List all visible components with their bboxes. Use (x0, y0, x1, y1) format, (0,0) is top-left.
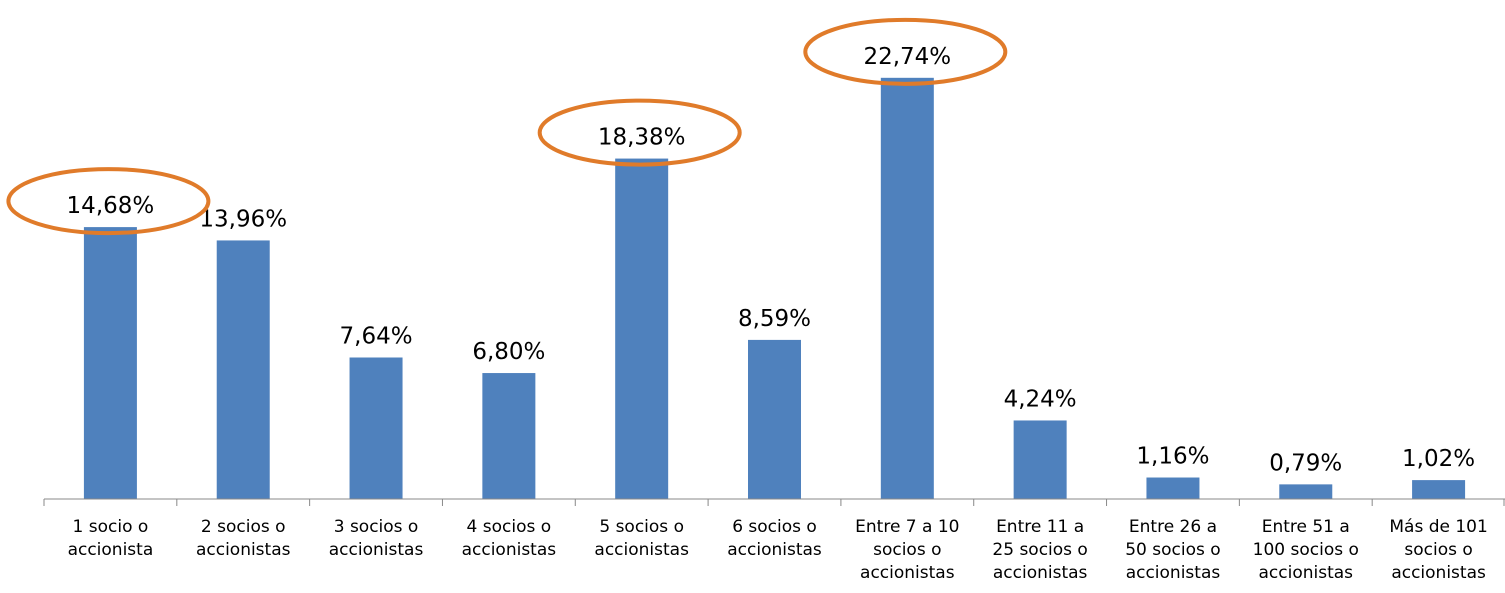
data-label: 6,80% (472, 339, 545, 365)
bar (1279, 484, 1333, 499)
highlight-ellipse (803, 17, 1008, 86)
category-tick-label: 50 socios o (1125, 540, 1220, 560)
bar (1412, 480, 1466, 499)
bar (615, 158, 669, 499)
x-axis (43, 498, 1505, 506)
highlight-ellipses-group (6, 17, 1008, 236)
category-labels-group: 1 socio o accionista 2 socios o accionistas… (68, 517, 1488, 583)
category-tick-label: accionistas (196, 540, 291, 560)
bar (216, 240, 270, 499)
data-label: 14,68% (67, 193, 155, 219)
bar (1146, 477, 1200, 499)
highlight-ellipse (6, 167, 211, 236)
category-tick-label: accionista (68, 540, 154, 560)
category-tick-label: accionistas (329, 540, 424, 560)
data-label: 22,74% (863, 44, 951, 70)
category-tick-label: Entre 7 a 10 (855, 517, 959, 537)
category-tick-label: Más de 101 (1389, 517, 1487, 537)
bar (880, 77, 934, 500)
category-tick-label: socios o (873, 540, 941, 560)
data-label: 13,96% (199, 206, 287, 232)
category-tick-label: accionistas (1391, 563, 1486, 583)
category-tick-label: 25 socios o (992, 540, 1087, 560)
category-tick-label: 5 socios o (599, 517, 684, 537)
category-tick-label: accionistas (1259, 563, 1354, 583)
category-tick-label: 3 socios o (334, 517, 419, 537)
category-tick-label: Entre 11 a (996, 517, 1084, 537)
category-tick-label: 100 socios o (1253, 540, 1359, 560)
data-label: 4,24% (1004, 386, 1077, 412)
category-tick-label: accionistas (462, 540, 557, 560)
category-tick-label: accionistas (860, 563, 955, 583)
category-tick-label: Entre 26 a (1129, 517, 1217, 537)
data-label: 8,59% (738, 306, 811, 332)
data-label: 1,16% (1136, 444, 1209, 470)
category-tick-label: socios o (1404, 540, 1472, 560)
bar (349, 357, 403, 499)
data-label: 7,64% (340, 323, 413, 349)
bar (1013, 420, 1067, 499)
category-tick-label: 6 socios o (732, 517, 817, 537)
category-tick-label: accionistas (993, 563, 1088, 583)
data-label: 18,38% (598, 125, 686, 151)
category-tick-label: 1 socio o (73, 517, 149, 537)
data-label: 1,02% (1402, 446, 1475, 472)
bar (748, 339, 801, 499)
bars-group (83, 77, 1466, 500)
bar (482, 373, 536, 499)
category-tick-label: 2 socios o (201, 517, 286, 537)
category-tick-label: accionistas (594, 540, 689, 560)
highlight-ellipse (537, 98, 742, 167)
category-tick-label: 4 socios o (467, 517, 552, 537)
category-tick-label: accionistas (1126, 563, 1221, 583)
category-tick-label: accionistas (727, 540, 822, 560)
value-labels-group: 14,68% 13,96% 7,64% 6,80% 18,38% 8,59% 22,74% 4… (67, 44, 1476, 477)
data-label: 0,79% (1269, 450, 1342, 476)
bar (83, 227, 137, 499)
category-tick-label: Entre 51 a (1262, 517, 1350, 537)
